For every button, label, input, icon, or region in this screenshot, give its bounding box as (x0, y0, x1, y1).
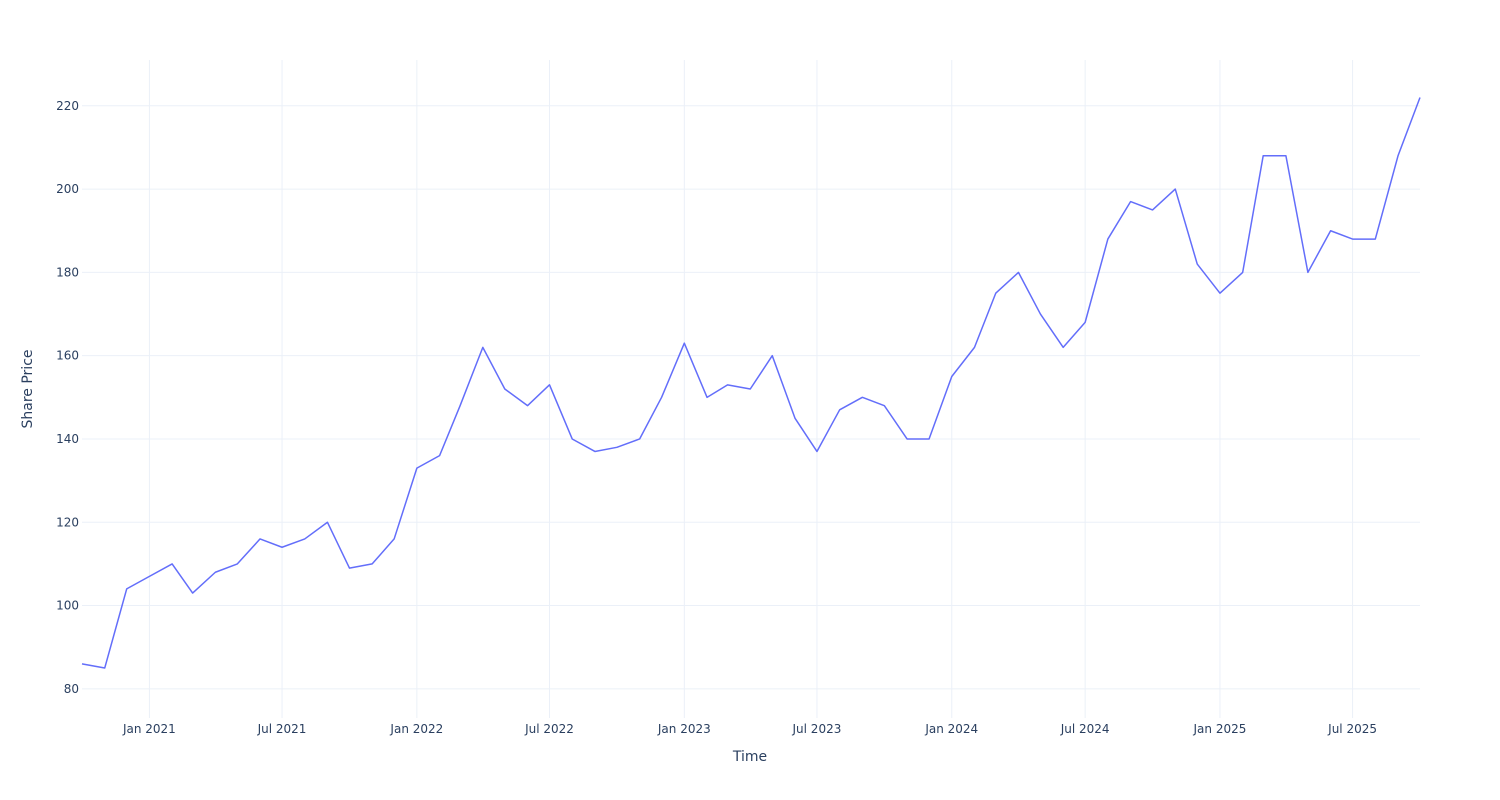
x-tick-label: Jan 2023 (657, 722, 711, 736)
y-tick-label: 160 (56, 349, 79, 363)
x-tick-label: Jan 2022 (389, 722, 443, 736)
y-tick-label: 180 (56, 265, 79, 279)
x-tick-label: Jan 2025 (1193, 722, 1247, 736)
price-line (81, 97, 1421, 669)
y-tick-label: 200 (56, 182, 79, 196)
x-tick-label: Jul 2023 (792, 722, 842, 736)
y-tick-label: 220 (56, 99, 79, 113)
x-tick-label: Jul 2021 (257, 722, 307, 736)
y-tick-label: 140 (56, 432, 79, 446)
x-tick-label: Jul 2025 (1327, 722, 1377, 736)
y-tick-label: 120 (56, 515, 79, 529)
y-axis-title: Share Price (20, 349, 36, 428)
y-tick-label: 100 (56, 599, 79, 613)
x-tick-label: Jan 2024 (924, 722, 978, 736)
x-tick-label: Jul 2022 (524, 722, 574, 736)
x-tick-label: Jul 2024 (1060, 722, 1110, 736)
x-tick-label: Jan 2021 (122, 722, 176, 736)
x-axis-title: Time (732, 749, 767, 765)
y-tick-label: 80 (64, 682, 79, 696)
